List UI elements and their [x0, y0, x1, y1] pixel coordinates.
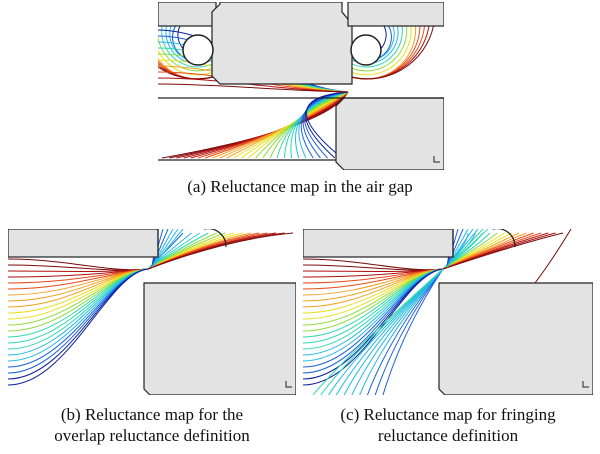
- panel-b-fringe-line: [147, 232, 294, 270]
- panel-c-lower-line: [382, 268, 444, 395]
- panel-c-lower-line: [312, 268, 444, 395]
- caption-c: (c) Reluctance map for fringing reluctan…: [303, 404, 593, 446]
- panel-a-conductor-contour: [347, 25, 408, 72]
- caption-b: (b) Reluctance map for the overlap reluc…: [8, 404, 296, 446]
- panel-c-vertical-line: [446, 229, 489, 268]
- panel-c-corner-mark: [582, 381, 589, 388]
- panel-b-tooth: [8, 229, 159, 258]
- panel-a-flux-lines: [158, 25, 434, 159]
- panel-a-field-map: [158, 2, 444, 170]
- panel-a-stator-left-block: [158, 2, 217, 27]
- caption-a-text: (a) Reluctance map in the air gap: [187, 177, 413, 196]
- panel-a-rotor-block: [335, 97, 444, 170]
- caption-a: (a) Reluctance map in the air gap: [100, 176, 500, 197]
- panel-a-conductor-contour: [347, 25, 434, 80]
- caption-b-line1: (b) Reluctance map for the: [60, 405, 244, 424]
- panel-b-vertical-line: [151, 229, 169, 268]
- panel-b-field-map: [8, 229, 296, 395]
- panel-c-lower-line: [335, 268, 444, 395]
- panel-c-vertical-line: [446, 229, 464, 268]
- panel-b-corner-mark: [285, 381, 292, 388]
- panel-c-lower-line: [374, 268, 444, 395]
- panel-a-flux-line: [306, 91, 349, 159]
- panel-c-vertical-line: [446, 229, 469, 268]
- panel-c-lower-line: [366, 268, 444, 395]
- panel-b-vertical-line: [151, 229, 184, 268]
- panel-a-corner-mark: [433, 156, 440, 163]
- panel-c-lower-line: [343, 268, 444, 395]
- panel-a-tooth: [211, 2, 353, 85]
- panel-b-flux-line: [8, 268, 149, 386]
- panel-b-flux-lines: [8, 229, 294, 386]
- panel-a-conductor-contour: [158, 66, 217, 80]
- panel-c-lower-line: [351, 268, 444, 395]
- caption-b-line2: overlap reluctance definition: [54, 426, 250, 445]
- panel-c-fringe-line: [442, 232, 564, 270]
- caption-c-line2: reluctance definition: [377, 426, 519, 445]
- panel-c-svg: [303, 229, 593, 395]
- panel-a-stator-right-block: [347, 2, 444, 27]
- panel-b-conductor-arc: [204, 229, 227, 248]
- panel-c-field-map: [303, 229, 593, 395]
- panel-c-flux-lines: [303, 229, 572, 395]
- panel-c-tooth: [303, 229, 454, 258]
- caption-c-line1: (c) Reluctance map for fringing: [340, 405, 556, 424]
- panel-a-gap-line: [158, 83, 349, 93]
- panel-b-vertical-line: [151, 229, 179, 268]
- panel-c-vertical-line: [446, 229, 474, 268]
- panel-a-svg: [158, 2, 444, 170]
- panel-a-conductor-right: [350, 34, 382, 66]
- panel-b-rotor-block: [143, 282, 296, 395]
- panel-c-lower-line: [328, 268, 444, 395]
- panel-c-lower-line: [320, 268, 444, 395]
- panel-c-vertical-line: [446, 229, 479, 268]
- panel-a-conductor-contour: [347, 25, 403, 68]
- panel-c-flux-line: [303, 268, 444, 368]
- panel-b-flux-line: [8, 268, 149, 368]
- panel-b-vertical-line: [151, 229, 174, 268]
- panel-c-lower-line: [359, 268, 444, 395]
- panel-c-conductor-arc: [493, 229, 516, 248]
- panel-c-rotor-block: [438, 282, 593, 395]
- panel-b-svg: [8, 229, 296, 395]
- panel-a-conductor-contour: [347, 25, 412, 76]
- panel-a-conductor-left: [182, 34, 214, 66]
- panel-c-outer-line: [534, 229, 572, 284]
- panel-c-vertical-line: [446, 229, 484, 268]
